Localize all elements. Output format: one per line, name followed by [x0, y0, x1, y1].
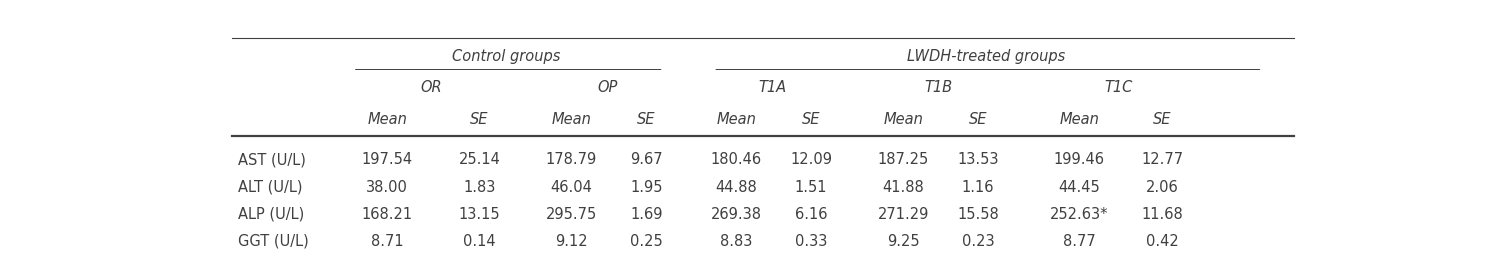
- Text: 44.45: 44.45: [1058, 180, 1100, 194]
- Text: 0.23: 0.23: [961, 234, 994, 249]
- Text: 9.25: 9.25: [887, 234, 920, 249]
- Text: 1.51: 1.51: [795, 180, 828, 194]
- Text: 178.79: 178.79: [545, 152, 597, 168]
- Text: T1A: T1A: [758, 80, 786, 95]
- Text: 271.29: 271.29: [878, 207, 929, 222]
- Text: 1.69: 1.69: [630, 207, 663, 222]
- Text: 9.67: 9.67: [630, 152, 663, 168]
- Text: 8.77: 8.77: [1062, 234, 1095, 249]
- Text: 25.14: 25.14: [459, 152, 501, 168]
- Text: 269.38: 269.38: [710, 207, 762, 222]
- Text: 168.21: 168.21: [361, 207, 413, 222]
- Text: SE: SE: [637, 112, 655, 127]
- Text: Mean: Mean: [551, 112, 591, 127]
- Text: 1.16: 1.16: [961, 180, 994, 194]
- Text: 8.71: 8.71: [372, 234, 404, 249]
- Text: 8.83: 8.83: [721, 234, 752, 249]
- Text: SE: SE: [802, 112, 820, 127]
- Text: 41.88: 41.88: [883, 180, 924, 194]
- Text: OP: OP: [597, 80, 618, 95]
- Text: Mean: Mean: [367, 112, 407, 127]
- Text: Mean: Mean: [716, 112, 756, 127]
- Text: Control groups: Control groups: [452, 49, 560, 64]
- Text: 187.25: 187.25: [878, 152, 929, 168]
- Text: SE: SE: [470, 112, 489, 127]
- Text: 199.46: 199.46: [1054, 152, 1106, 168]
- Text: AST (U/L): AST (U/L): [238, 152, 306, 168]
- Text: 13.53: 13.53: [957, 152, 999, 168]
- Text: Mean: Mean: [1060, 112, 1100, 127]
- Text: ALP (U/L): ALP (U/L): [238, 207, 303, 222]
- Text: 11.68: 11.68: [1141, 207, 1183, 222]
- Text: 295.75: 295.75: [545, 207, 597, 222]
- Text: 12.77: 12.77: [1141, 152, 1183, 168]
- Text: 0.33: 0.33: [795, 234, 828, 249]
- Text: 6.16: 6.16: [795, 207, 828, 222]
- Text: 2.06: 2.06: [1146, 180, 1178, 194]
- Text: 12.09: 12.09: [791, 152, 832, 168]
- Text: 1.95: 1.95: [630, 180, 663, 194]
- Text: 9.12: 9.12: [556, 234, 588, 249]
- Text: 252.63*: 252.63*: [1051, 207, 1109, 222]
- Text: 13.15: 13.15: [459, 207, 501, 222]
- Text: Mean: Mean: [883, 112, 923, 127]
- Text: SE: SE: [1153, 112, 1171, 127]
- Text: 1.83: 1.83: [464, 180, 496, 194]
- Text: 15.58: 15.58: [957, 207, 999, 222]
- Text: 38.00: 38.00: [367, 180, 409, 194]
- Text: 46.04: 46.04: [551, 180, 593, 194]
- Text: 197.54: 197.54: [361, 152, 413, 168]
- Text: T1B: T1B: [924, 80, 953, 95]
- Text: 0.42: 0.42: [1146, 234, 1178, 249]
- Text: T1C: T1C: [1104, 80, 1132, 95]
- Text: 180.46: 180.46: [710, 152, 762, 168]
- Text: 44.88: 44.88: [715, 180, 756, 194]
- Text: 0.14: 0.14: [464, 234, 496, 249]
- Text: 0.25: 0.25: [630, 234, 663, 249]
- Text: SE: SE: [969, 112, 987, 127]
- Text: LWDH-treated groups: LWDH-treated groups: [906, 49, 1065, 64]
- Text: ALT (U/L): ALT (U/L): [238, 180, 302, 194]
- Text: OR: OR: [421, 80, 441, 95]
- Text: GGT (U/L): GGT (U/L): [238, 234, 308, 249]
